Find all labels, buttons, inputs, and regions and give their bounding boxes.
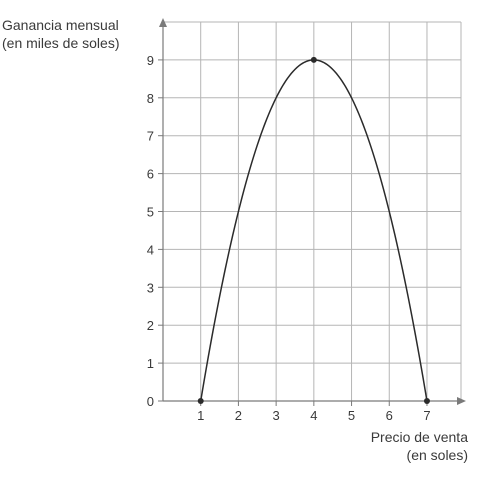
x-tick-label: 5 (348, 408, 355, 423)
y-tick-label: 2 (147, 318, 154, 333)
x-tick-label: 7 (423, 408, 430, 423)
x-axis-label-line-1: Precio de venta (370, 429, 468, 445)
y-axis-label-line-2: (en miles de soles) (2, 35, 120, 51)
x-axis-arrow (457, 397, 466, 405)
y-tick-label: 7 (147, 129, 154, 144)
points-layer (197, 56, 430, 404)
x-tick-label: 3 (273, 408, 280, 423)
x-axis-label-line-2: (en soles) (406, 447, 468, 463)
data-point (310, 56, 317, 63)
y-axis-label: Ganancia mensual (en miles de soles) (2, 16, 120, 52)
y-axis-label-line-1: Ganancia mensual (2, 17, 119, 33)
data-point (197, 398, 204, 404)
x-axis-label: Precio de venta (en soles) (371, 428, 468, 464)
tick-labels: 1 2 3 4 5 6 7 0 1 2 3 4 5 6 7 8 9 (147, 53, 431, 423)
x-tick-label: 1 (197, 408, 204, 423)
y-tick-label: 1 (147, 356, 154, 371)
y-tick-label: 8 (147, 91, 154, 106)
y-tick-label: 3 (147, 280, 154, 295)
x-tick-label: 6 (386, 408, 393, 423)
x-tick-label: 2 (235, 408, 242, 423)
y-tick-label: 9 (147, 53, 154, 68)
x-tick-label: 4 (310, 408, 317, 423)
y-tick-label: 4 (147, 242, 154, 257)
grid (163, 21, 462, 401)
y-tick-label: 6 (147, 167, 154, 182)
y-axis-arrow (159, 18, 167, 27)
y-tick-label: 5 (147, 205, 154, 220)
y-tick-label: 0 (147, 394, 154, 409)
data-point (423, 398, 430, 404)
axes (158, 18, 466, 406)
